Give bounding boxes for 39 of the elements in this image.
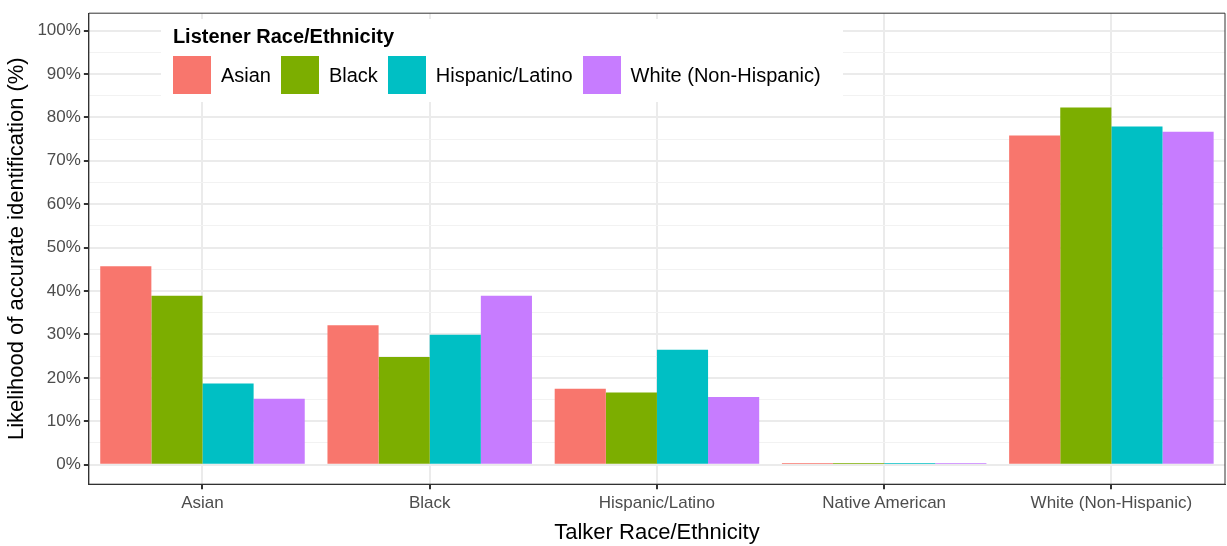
x-axis-title: Talker Race/Ethnicity [554,518,760,544]
y-tick-label: 60% [46,193,81,213]
bar [253,398,305,464]
x-tick-label: White (Non-Hispanic) [1030,493,1193,513]
x-tick-label: Asian [181,493,224,513]
y-tick-label: 20% [46,367,81,387]
bar [1009,135,1061,464]
legend-label: White (Non-Hispanic) [630,63,821,87]
y-tick-label: 100% [37,20,81,40]
bar [429,334,481,464]
x-tick-label: Black [408,493,451,513]
x-tick-label: Native American [822,493,947,513]
y-tick-label: 50% [46,237,81,257]
bar [1162,131,1214,464]
bar [100,266,152,464]
bar [1111,126,1163,464]
legend-label: Hispanic/Latino [435,63,573,87]
bar [605,392,657,464]
bar [202,383,254,464]
x-tick-label: Hispanic/Latino [598,493,716,513]
y-tick-label: 0% [56,454,81,474]
y-tick-label: 10% [46,410,81,430]
y-tick-label: 70% [46,150,81,170]
y-tick-label: 40% [46,280,81,300]
legend-label: Black [328,63,378,87]
bar [327,325,379,464]
y-tick-label: 90% [46,63,81,83]
y-axis-title: Likelihood of accurate identification (%) [3,57,29,441]
y-tick-label: 80% [46,107,81,127]
legend-label: Asian [220,63,271,87]
bar [151,295,203,464]
bar [1060,107,1112,464]
legend-title: Listener Race/Ethnicity [172,25,396,49]
bar [480,295,532,464]
bar [656,349,709,464]
bar [554,388,606,464]
bar [708,396,760,464]
y-tick-label: 30% [46,324,81,344]
bar [378,357,430,464]
